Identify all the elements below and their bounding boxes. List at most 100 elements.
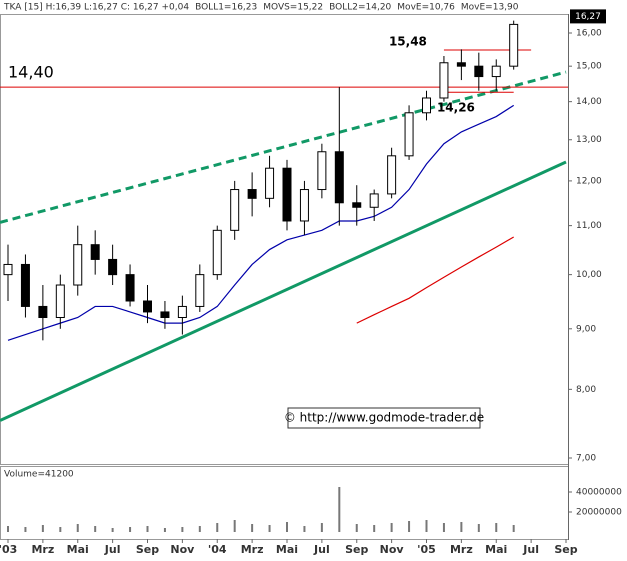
candle-body bbox=[55, 284, 65, 318]
x-tick-label: Jul bbox=[104, 543, 121, 556]
volume-label: Volume=41200 bbox=[4, 470, 74, 480]
volume-bar bbox=[268, 525, 271, 532]
candle-body bbox=[125, 274, 135, 302]
y-tick-label: 9,00 bbox=[576, 324, 596, 334]
candle-body bbox=[247, 189, 257, 199]
x-tick-label: '05 bbox=[417, 543, 436, 556]
x-tick-label: Mai bbox=[67, 543, 89, 556]
copyright-box bbox=[287, 407, 481, 429]
candle-body bbox=[108, 258, 118, 276]
volume-bar bbox=[233, 520, 236, 532]
header-item: MOVS=15,22 bbox=[263, 3, 323, 13]
candle-body bbox=[299, 189, 309, 222]
moving-average bbox=[7, 104, 515, 341]
x-tick-label: Mrz bbox=[450, 543, 473, 556]
candle-body bbox=[422, 97, 431, 114]
candle-body bbox=[404, 112, 414, 157]
x-tick-label: Nov bbox=[170, 543, 195, 556]
candle-body bbox=[456, 62, 466, 67]
trend-line bbox=[0, 70, 567, 224]
candle-body bbox=[439, 62, 449, 99]
candle-body bbox=[387, 155, 397, 195]
candle-body bbox=[212, 229, 222, 276]
copyright: © http://www.godmode-trader.de bbox=[284, 411, 484, 425]
y-tick-label: 10,00 bbox=[576, 270, 602, 280]
volume-bar bbox=[59, 527, 62, 532]
level-label: 15,48 bbox=[389, 34, 427, 48]
level-label: 14,26 bbox=[437, 101, 475, 115]
volume-bar bbox=[425, 520, 428, 532]
header-item: MovE=10,76 bbox=[397, 3, 455, 13]
volume-bar bbox=[7, 526, 9, 532]
volume-bar bbox=[303, 526, 306, 532]
x-tick-label: Jul bbox=[522, 543, 539, 556]
last-price: 16,27 bbox=[575, 12, 601, 22]
candle-body bbox=[177, 305, 187, 318]
volume-bar bbox=[320, 523, 323, 532]
trend-line bbox=[0, 160, 567, 422]
volume-bar bbox=[251, 524, 254, 532]
candle-body bbox=[352, 202, 362, 208]
volume-bar bbox=[41, 525, 44, 532]
candle-body bbox=[73, 244, 83, 286]
candle-body bbox=[474, 65, 484, 78]
candle-body bbox=[509, 23, 519, 67]
header-item: MovE=13,90 bbox=[461, 3, 519, 13]
candle-body bbox=[265, 167, 275, 199]
y-tick-label: 13,00 bbox=[576, 135, 602, 145]
volume-tick-label: 40000000 bbox=[576, 488, 622, 498]
volume-bar bbox=[216, 523, 219, 532]
x-tick-label: Mrz bbox=[241, 543, 264, 556]
y-tick-label: 14,00 bbox=[576, 97, 602, 107]
candle-body bbox=[369, 193, 379, 208]
candle-body bbox=[20, 263, 30, 307]
volume-tick-label: 20000000 bbox=[576, 508, 622, 518]
y-tick-label: 16,00 bbox=[576, 29, 602, 39]
candle-body bbox=[282, 167, 292, 222]
x-tick-label: Mrz bbox=[31, 543, 54, 556]
candle-body bbox=[195, 274, 205, 307]
x-tick-label: Nov bbox=[380, 543, 405, 556]
y-tick-label: 11,00 bbox=[576, 221, 602, 231]
volume-bar bbox=[338, 487, 341, 532]
candle-body bbox=[491, 65, 501, 78]
candle-body bbox=[90, 244, 100, 260]
volume-bar bbox=[512, 525, 515, 532]
candle-body bbox=[143, 300, 152, 313]
volume-bar bbox=[373, 525, 376, 532]
volume-bar bbox=[390, 523, 393, 532]
volume-bar bbox=[477, 524, 480, 532]
candle-body bbox=[3, 263, 13, 276]
candle-body bbox=[317, 151, 327, 191]
x-tick-label: Mai bbox=[276, 543, 298, 556]
y-tick-label: 15,00 bbox=[576, 62, 602, 72]
x-tick-label: Sep bbox=[136, 543, 159, 556]
x-tick-label: Sep bbox=[554, 543, 577, 556]
candle-body bbox=[38, 305, 48, 318]
volume-bar bbox=[111, 528, 114, 532]
volume-bar bbox=[408, 521, 411, 532]
y-tick-label: 8,00 bbox=[576, 385, 596, 395]
candle-body bbox=[334, 151, 344, 204]
header-item: BOLL1=16,23 bbox=[195, 3, 257, 13]
x-tick-label: '04 bbox=[208, 543, 227, 556]
volume-bar bbox=[24, 527, 27, 532]
volume-bar bbox=[163, 528, 166, 532]
level-label: 14,40 bbox=[8, 63, 54, 82]
volume-bar bbox=[495, 523, 498, 532]
volume-bar bbox=[355, 524, 358, 532]
candle-body bbox=[230, 189, 240, 231]
last-price-box bbox=[570, 9, 606, 24]
candle-body bbox=[160, 311, 170, 318]
volume-bar bbox=[198, 526, 201, 532]
x-tick-label: '03 bbox=[0, 543, 17, 556]
volume-bar bbox=[286, 522, 288, 532]
volume-bar bbox=[442, 523, 445, 532]
header-item: TKA [15] H:16,39 L:16,27 C: 16,27 +0,04 bbox=[3, 3, 189, 13]
volume-bar bbox=[76, 524, 79, 532]
volume-bar bbox=[129, 527, 132, 532]
header-item: BOLL2=14,20 bbox=[329, 3, 391, 13]
volume-bar bbox=[460, 522, 463, 532]
